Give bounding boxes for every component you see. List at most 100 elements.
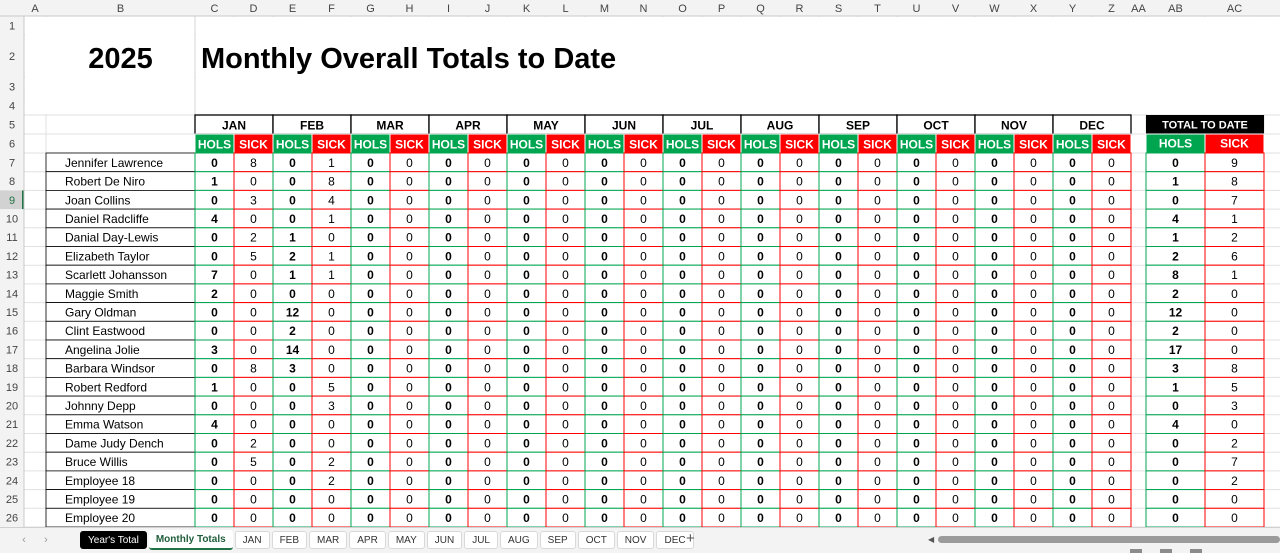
row-header-18[interactable]: 18 xyxy=(6,363,18,375)
hols-cell[interactable]: 0 xyxy=(1069,287,1076,301)
hols-cell[interactable]: 0 xyxy=(367,474,374,488)
hols-cell[interactable]: 0 xyxy=(445,492,452,506)
sick-cell[interactable]: 0 xyxy=(796,268,803,282)
sick-cell[interactable]: 0 xyxy=(328,492,335,506)
sick-cell[interactable]: 0 xyxy=(1030,492,1037,506)
hols-cell[interactable]: 0 xyxy=(1069,324,1076,338)
hols-cell[interactable]: 0 xyxy=(1069,474,1076,488)
hols-cell[interactable]: 0 xyxy=(445,324,452,338)
hols-cell[interactable]: 0 xyxy=(1069,399,1076,413)
total-sick-cell[interactable]: 1 xyxy=(1231,212,1238,226)
sick-cell[interactable]: 0 xyxy=(484,287,491,301)
employee-name[interactable]: Jennifer Lawrence xyxy=(65,156,163,170)
sick-cell[interactable]: 0 xyxy=(718,455,725,469)
hols-cell[interactable]: 0 xyxy=(991,324,998,338)
hols-cell[interactable]: 0 xyxy=(991,343,998,357)
sick-cell[interactable]: 3 xyxy=(250,193,257,207)
total-hols-cell[interactable]: 3 xyxy=(1172,362,1179,376)
hols-cell[interactable]: 0 xyxy=(523,175,530,189)
hols-cell[interactable]: 0 xyxy=(601,305,608,319)
hols-cell[interactable]: 0 xyxy=(913,511,920,525)
sick-cell[interactable]: 0 xyxy=(640,305,647,319)
hols-cell[interactable]: 0 xyxy=(679,362,686,376)
hols-cell[interactable]: 0 xyxy=(211,231,218,245)
hols-cell[interactable]: 0 xyxy=(679,268,686,282)
hols-cell[interactable]: 0 xyxy=(523,455,530,469)
hols-cell[interactable]: 0 xyxy=(913,305,920,319)
hols-cell[interactable]: 0 xyxy=(991,175,998,189)
sick-cell[interactable]: 0 xyxy=(562,362,569,376)
hols-cell[interactable]: 0 xyxy=(601,455,608,469)
hols-cell[interactable]: 0 xyxy=(1069,305,1076,319)
hols-cell[interactable]: 0 xyxy=(523,380,530,394)
sick-cell[interactable]: 0 xyxy=(718,249,725,263)
hols-cell[interactable]: 0 xyxy=(835,249,842,263)
hols-cell[interactable]: 0 xyxy=(367,362,374,376)
hols-cell[interactable]: 2 xyxy=(289,324,296,338)
sick-cell[interactable]: 0 xyxy=(406,492,413,506)
hols-cell[interactable]: 0 xyxy=(367,343,374,357)
sick-cell[interactable]: 0 xyxy=(484,362,491,376)
hols-cell[interactable]: 0 xyxy=(523,156,530,170)
total-hols-cell[interactable]: 0 xyxy=(1172,399,1179,413)
hols-cell[interactable]: 2 xyxy=(211,287,218,301)
row-header-16[interactable]: 16 xyxy=(6,326,18,338)
total-sick-cell[interactable]: 1 xyxy=(1231,268,1238,282)
hols-cell[interactable]: 0 xyxy=(757,156,764,170)
sick-cell[interactable]: 0 xyxy=(1030,305,1037,319)
sick-cell[interactable]: 0 xyxy=(952,212,959,226)
sick-cell[interactable]: 0 xyxy=(796,511,803,525)
sick-cell[interactable]: 0 xyxy=(952,474,959,488)
sick-cell[interactable]: 0 xyxy=(1030,399,1037,413)
sick-cell[interactable]: 0 xyxy=(250,380,257,394)
hols-cell[interactable]: 0 xyxy=(913,492,920,506)
sick-cell[interactable]: 0 xyxy=(1108,511,1115,525)
hols-cell[interactable]: 0 xyxy=(913,268,920,282)
sick-cell[interactable]: 0 xyxy=(328,343,335,357)
sick-cell[interactable]: 0 xyxy=(796,249,803,263)
hols-cell[interactable]: 0 xyxy=(991,156,998,170)
sheet-tab-apr[interactable]: APR xyxy=(349,531,386,549)
next-sheet-icon[interactable]: › xyxy=(44,534,48,546)
hols-cell[interactable]: 0 xyxy=(913,362,920,376)
hols-cell[interactable]: 0 xyxy=(679,474,686,488)
sick-cell[interactable]: 0 xyxy=(1108,287,1115,301)
sick-cell[interactable]: 0 xyxy=(718,511,725,525)
total-hols-cell[interactable]: 1 xyxy=(1172,231,1179,245)
column-header-y[interactable]: Y xyxy=(1069,3,1077,15)
hols-cell[interactable]: 0 xyxy=(757,193,764,207)
hols-cell[interactable]: 0 xyxy=(913,455,920,469)
employee-name[interactable]: Scarlett Johansson xyxy=(65,268,167,282)
sick-cell[interactable]: 0 xyxy=(328,287,335,301)
sick-cell[interactable]: 0 xyxy=(250,343,257,357)
sick-cell[interactable]: 2 xyxy=(250,231,257,245)
hols-cell[interactable]: 0 xyxy=(211,156,218,170)
sick-cell[interactable]: 0 xyxy=(952,399,959,413)
sick-cell[interactable]: 0 xyxy=(796,212,803,226)
hols-cell[interactable]: 12 xyxy=(286,305,300,319)
hols-cell[interactable]: 0 xyxy=(445,268,452,282)
row-header-7[interactable]: 7 xyxy=(9,157,15,169)
column-header-ac[interactable]: AC xyxy=(1227,3,1242,15)
hols-cell[interactable]: 0 xyxy=(913,380,920,394)
hols-cell[interactable]: 0 xyxy=(991,474,998,488)
hols-cell[interactable]: 0 xyxy=(913,436,920,450)
row-header-12[interactable]: 12 xyxy=(6,251,18,263)
row-header-24[interactable]: 24 xyxy=(6,475,18,487)
sick-cell[interactable]: 2 xyxy=(328,455,335,469)
hols-cell[interactable]: 0 xyxy=(835,455,842,469)
total-hols-cell[interactable]: 1 xyxy=(1172,380,1179,394)
sick-cell[interactable]: 0 xyxy=(484,156,491,170)
scroll-left-icon[interactable]: ◀ xyxy=(928,535,935,544)
sick-cell[interactable]: 0 xyxy=(250,474,257,488)
hols-cell[interactable]: 0 xyxy=(991,455,998,469)
column-header-z[interactable]: Z xyxy=(1108,3,1115,15)
hols-cell[interactable]: 0 xyxy=(913,474,920,488)
hols-cell[interactable]: 0 xyxy=(367,231,374,245)
total-sick-cell[interactable]: 3 xyxy=(1231,399,1238,413)
column-header-i[interactable]: I xyxy=(447,3,450,15)
sick-cell[interactable]: 0 xyxy=(250,212,257,226)
hols-cell[interactable]: 0 xyxy=(523,362,530,376)
total-hols-cell[interactable]: 2 xyxy=(1172,249,1179,263)
sick-cell[interactable]: 5 xyxy=(328,380,335,394)
